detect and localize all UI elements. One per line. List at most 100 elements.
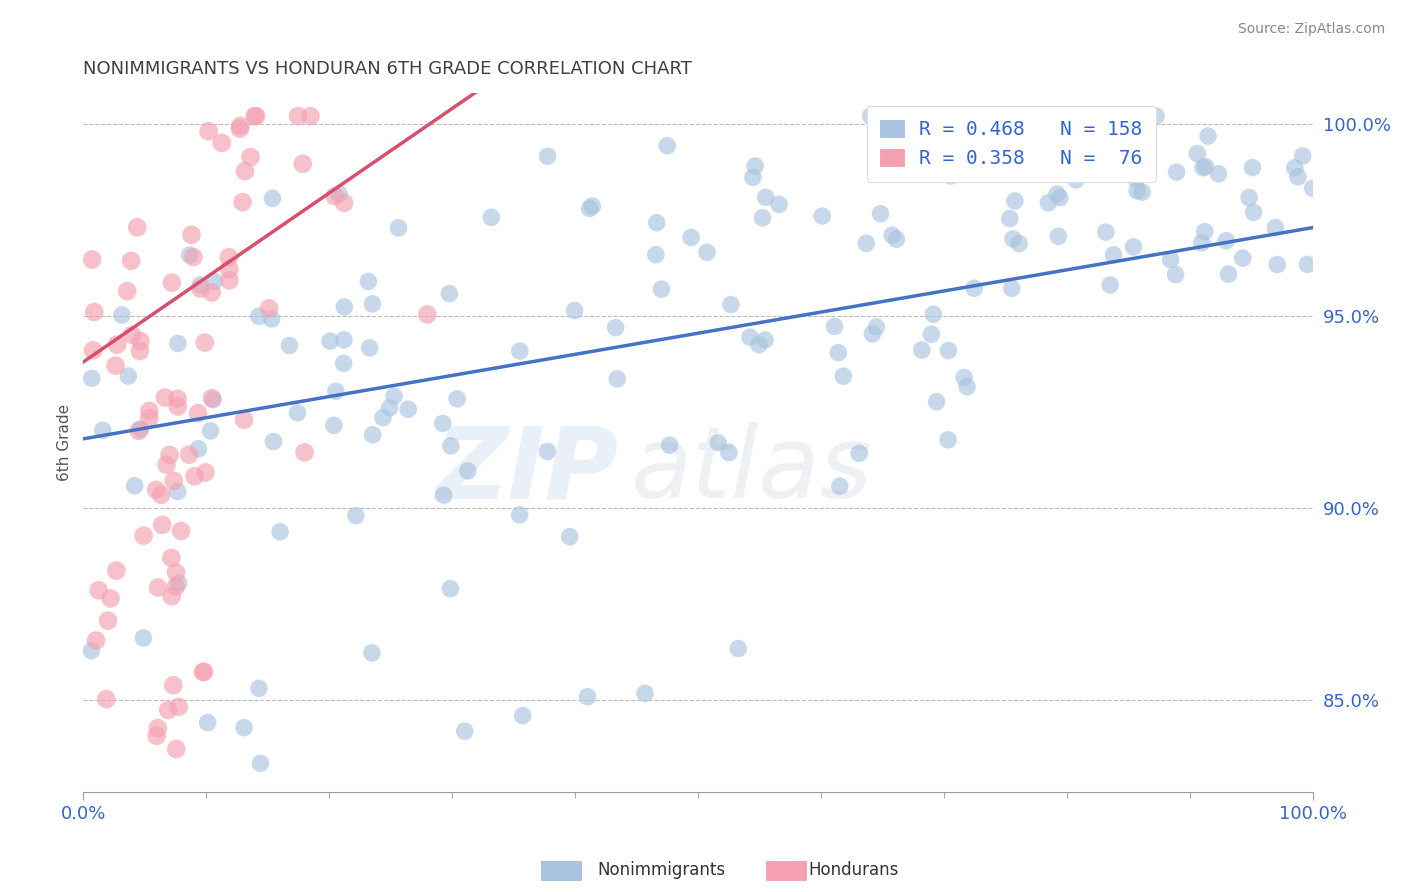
Point — [605, 320, 627, 334]
Point — [869, 207, 891, 221]
Point — [166, 484, 188, 499]
Point — [278, 338, 301, 352]
Point — [1208, 167, 1230, 181]
Point — [180, 227, 202, 242]
Point — [1042, 139, 1064, 153]
Point — [925, 394, 948, 409]
Point — [865, 320, 887, 334]
Point — [183, 469, 205, 483]
Point — [187, 406, 209, 420]
Point — [194, 335, 217, 350]
Point — [1302, 181, 1324, 195]
Point — [396, 402, 419, 417]
Text: Nonimmigrants: Nonimmigrants — [598, 861, 725, 879]
Point — [509, 344, 531, 359]
Point — [578, 202, 600, 216]
Point — [167, 699, 190, 714]
Point — [378, 401, 401, 415]
Point — [886, 232, 908, 246]
Point — [138, 404, 160, 418]
Point — [1008, 236, 1031, 251]
Point — [325, 384, 347, 399]
Point — [361, 427, 384, 442]
Point — [576, 690, 599, 704]
Point — [824, 319, 846, 334]
Point — [84, 633, 107, 648]
Point — [1001, 139, 1024, 153]
Point — [755, 190, 778, 204]
Point — [1215, 234, 1237, 248]
Point — [197, 715, 219, 730]
Point — [387, 220, 409, 235]
Point — [720, 297, 742, 311]
Point — [1296, 257, 1319, 271]
Point — [827, 345, 849, 359]
Point — [977, 161, 1000, 175]
Point — [82, 252, 104, 267]
Point — [1064, 173, 1087, 187]
Point — [512, 708, 534, 723]
Point — [1264, 220, 1286, 235]
Point — [218, 262, 240, 277]
Point — [145, 729, 167, 743]
Point — [145, 483, 167, 497]
Point — [202, 392, 225, 407]
Text: Hondurans: Hondurans — [808, 861, 898, 879]
Point — [558, 530, 581, 544]
Point — [536, 149, 558, 163]
Point — [754, 333, 776, 347]
Text: atlas: atlas — [631, 422, 872, 519]
Point — [269, 524, 291, 539]
Point — [446, 392, 468, 406]
Point — [153, 391, 176, 405]
Point — [249, 756, 271, 771]
Point — [650, 282, 672, 296]
Point — [1126, 184, 1149, 198]
Point — [100, 591, 122, 606]
Point — [229, 119, 252, 133]
Point — [1038, 195, 1060, 210]
Point — [751, 211, 773, 225]
Point — [91, 423, 114, 437]
Point — [262, 191, 284, 205]
Point — [179, 448, 201, 462]
Point — [170, 524, 193, 538]
Point — [1001, 232, 1024, 246]
Point — [344, 508, 367, 523]
Point — [165, 742, 187, 756]
Point — [201, 391, 224, 405]
Point — [294, 445, 316, 459]
Point — [936, 433, 959, 447]
Point — [882, 228, 904, 243]
Point — [1197, 129, 1219, 144]
Point — [332, 356, 354, 370]
Point — [162, 678, 184, 692]
Point — [200, 424, 222, 438]
Point — [828, 479, 851, 493]
Point — [855, 236, 877, 251]
Point — [454, 724, 477, 739]
Point — [245, 109, 267, 123]
Point — [1192, 161, 1215, 175]
Point — [744, 159, 766, 173]
Point — [218, 273, 240, 287]
Point — [104, 359, 127, 373]
Point — [132, 631, 155, 645]
Point — [939, 169, 962, 183]
Point — [247, 681, 270, 696]
Point — [1049, 191, 1071, 205]
Point — [128, 424, 150, 438]
Point — [322, 418, 344, 433]
Point — [120, 253, 142, 268]
Point — [194, 466, 217, 480]
Point — [479, 211, 502, 225]
Point — [440, 439, 463, 453]
Point — [287, 109, 309, 123]
Point — [233, 413, 256, 427]
Y-axis label: 6th Grade: 6th Grade — [58, 404, 72, 481]
Point — [299, 109, 322, 123]
Point — [920, 327, 942, 342]
Point — [898, 155, 921, 169]
Point — [117, 369, 139, 384]
Point — [1241, 161, 1264, 175]
